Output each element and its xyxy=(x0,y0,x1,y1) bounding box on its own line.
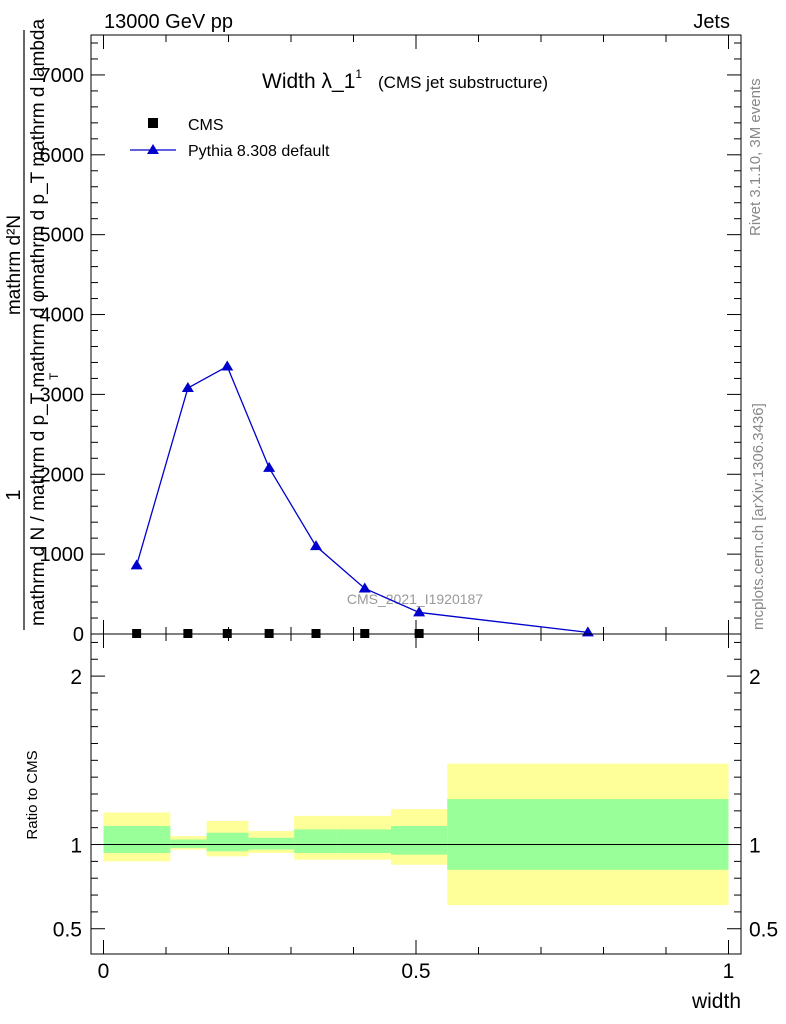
main-ylabel-num2-sub: mathrm d p_T mathrm d lambda xyxy=(28,19,49,290)
main-ticks xyxy=(91,35,741,635)
mcplots-label: mcplots.cern.ch [arXiv:1306.3436] xyxy=(750,403,767,630)
rivet-label: Rivet 3.1.10, 3M events xyxy=(747,78,764,236)
main-ylabel-one: 1 xyxy=(3,489,25,500)
ratio-xtick-labels: 0 0.5 1 xyxy=(98,960,735,983)
ratio-band-inner xyxy=(337,829,391,853)
legend: CMS Pythia 8.308 default xyxy=(130,117,330,160)
main-ytick-label: 4000 xyxy=(40,305,85,327)
main-ylabel: 1 mathrm d N / mathrm d p_T mathrm d φ T… xyxy=(3,19,61,630)
legend-pythia-marker xyxy=(147,144,159,154)
ratio-band-inner xyxy=(447,799,729,870)
ratio-band-inner xyxy=(391,826,448,855)
x-tick-label: 0 xyxy=(98,960,110,983)
main-ytick-label: 0 xyxy=(73,624,84,646)
ratio-ytick-labels: 0.5 0.5 1 1 2 2 xyxy=(53,666,778,942)
pythia-point xyxy=(130,559,143,570)
pythia-point xyxy=(221,360,234,371)
pythia-point xyxy=(263,461,276,472)
ratio-band-inner xyxy=(103,826,171,853)
plot-title-main: Width λ_1 xyxy=(262,70,355,93)
pythia-line xyxy=(136,365,588,634)
ratio-band-inner xyxy=(248,837,295,850)
main-ylabel-num2: mathrm d²N xyxy=(4,215,25,315)
main-ylabel-den-sub: T xyxy=(47,372,61,380)
main-ytick-label: 7000 xyxy=(40,65,85,87)
ratio-band-inner xyxy=(170,839,207,848)
legend-pythia-label: Pythia 8.308 default xyxy=(188,143,330,160)
header-process: Jets xyxy=(693,11,730,33)
plot-title: Width λ_11 xyxy=(262,67,362,93)
ratio-band-inner xyxy=(206,832,249,852)
plot-title-sup: 1 xyxy=(355,67,362,81)
ratio-ytick-label-right: 0.5 xyxy=(749,919,778,942)
header-energy: 13000 GeV pp xyxy=(104,11,233,33)
ratio-ytick-label-right: 1 xyxy=(749,835,761,858)
main-ytick-label: 2000 xyxy=(40,464,85,486)
pythia-point xyxy=(181,382,194,393)
ratio-plot: 0.5 0.51 12 2 0 0.5 1 Ratio to CMS width xyxy=(24,633,778,1013)
pythia-point xyxy=(358,582,371,593)
x-tick-label: 0.5 xyxy=(401,960,430,983)
pythia-point xyxy=(413,606,426,617)
legend-cms-marker xyxy=(148,118,158,128)
ratio-bands xyxy=(103,763,729,906)
x-axis-label: width xyxy=(691,990,741,1013)
ratio-frame xyxy=(90,633,742,955)
main-plot: 0 1000 2000 3000 4000 5000 6000 7000 CMS_2021_I… xyxy=(3,19,742,646)
x-tick-label: 1 xyxy=(723,960,735,983)
ratio-ytick-label-left: 2 xyxy=(70,666,82,689)
ratio-ytick-label-right: 2 xyxy=(749,666,761,689)
pythia-point xyxy=(310,540,322,551)
main-ytick-label: 3000 xyxy=(40,384,85,406)
ratio-ytick-label-left: 0.5 xyxy=(53,919,82,942)
main-ylabel-den: mathrm d N / mathrm d p_T mathrm d φ xyxy=(28,290,49,626)
main-ytick-label: 1000 xyxy=(40,544,85,566)
main-ytick-label: 6000 xyxy=(40,145,85,167)
legend-cms-label: CMS xyxy=(188,117,224,134)
plot-subtitle: (CMS jet substructure) xyxy=(378,73,548,92)
watermark: CMS_2021_I1920187 xyxy=(347,591,483,607)
ratio-ytick-label-left: 1 xyxy=(70,835,82,858)
main-ytick-label: 5000 xyxy=(40,225,85,247)
ratio-ylabel: Ratio to CMS xyxy=(24,750,41,839)
main-ytick-labels: 0 1000 2000 3000 4000 5000 6000 7000 xyxy=(40,65,85,646)
ratio-ticks xyxy=(91,634,741,954)
ratio-band-inner xyxy=(294,829,338,853)
